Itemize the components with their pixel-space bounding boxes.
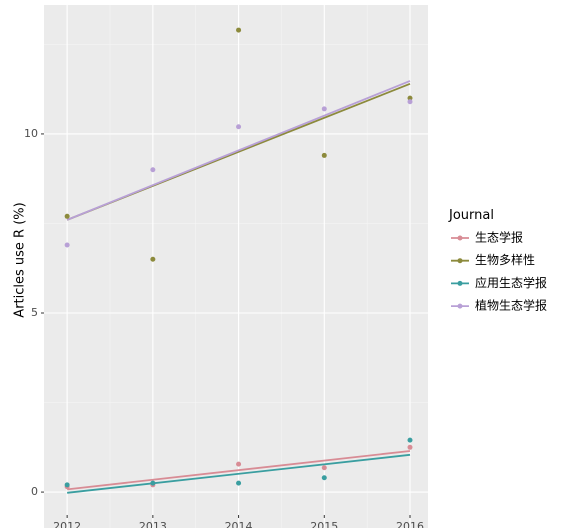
point [321,465,327,471]
legend-key [457,280,463,286]
legend-label: 应用生态学报 [475,275,547,290]
x-tick-label: 2013 [139,520,167,528]
point [236,27,242,33]
point [407,444,413,450]
point [321,106,327,112]
x-tick-label: 2014 [225,520,253,528]
x-tick-label: 2016 [396,520,424,528]
grid [44,5,428,528]
point [150,167,156,173]
x-tick-label: 2012 [53,520,81,528]
point [150,256,156,262]
point [321,152,327,158]
marks [64,27,413,494]
legend-key [457,235,463,241]
trend-line [66,80,411,221]
point [321,475,327,481]
y-axis-title: Articles use R (%) [13,202,28,317]
panel [44,5,428,528]
point [64,482,70,488]
legend-key [457,258,463,264]
point [64,213,70,219]
x-tick-label: 2015 [310,520,338,528]
legend-title: Journal [448,208,494,223]
point [236,461,242,467]
legend-label: 植物生态学报 [475,298,547,313]
legend-label: 生物多样性 [475,252,535,267]
y-tick-label: 5 [31,306,38,319]
trend-line [67,450,411,491]
legend-label: 生态学报 [475,230,523,245]
trend-line [67,453,411,494]
point [236,480,242,486]
legend-key [457,303,463,309]
point [407,99,413,105]
point [407,437,413,443]
point [64,242,70,248]
point [150,480,156,486]
y-tick-label: 10 [24,127,38,140]
point [407,95,413,101]
point [236,124,242,130]
y-tick-label: 0 [31,485,38,498]
